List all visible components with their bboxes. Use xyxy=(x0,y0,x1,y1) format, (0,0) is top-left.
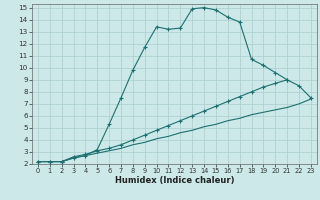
X-axis label: Humidex (Indice chaleur): Humidex (Indice chaleur) xyxy=(115,176,234,185)
